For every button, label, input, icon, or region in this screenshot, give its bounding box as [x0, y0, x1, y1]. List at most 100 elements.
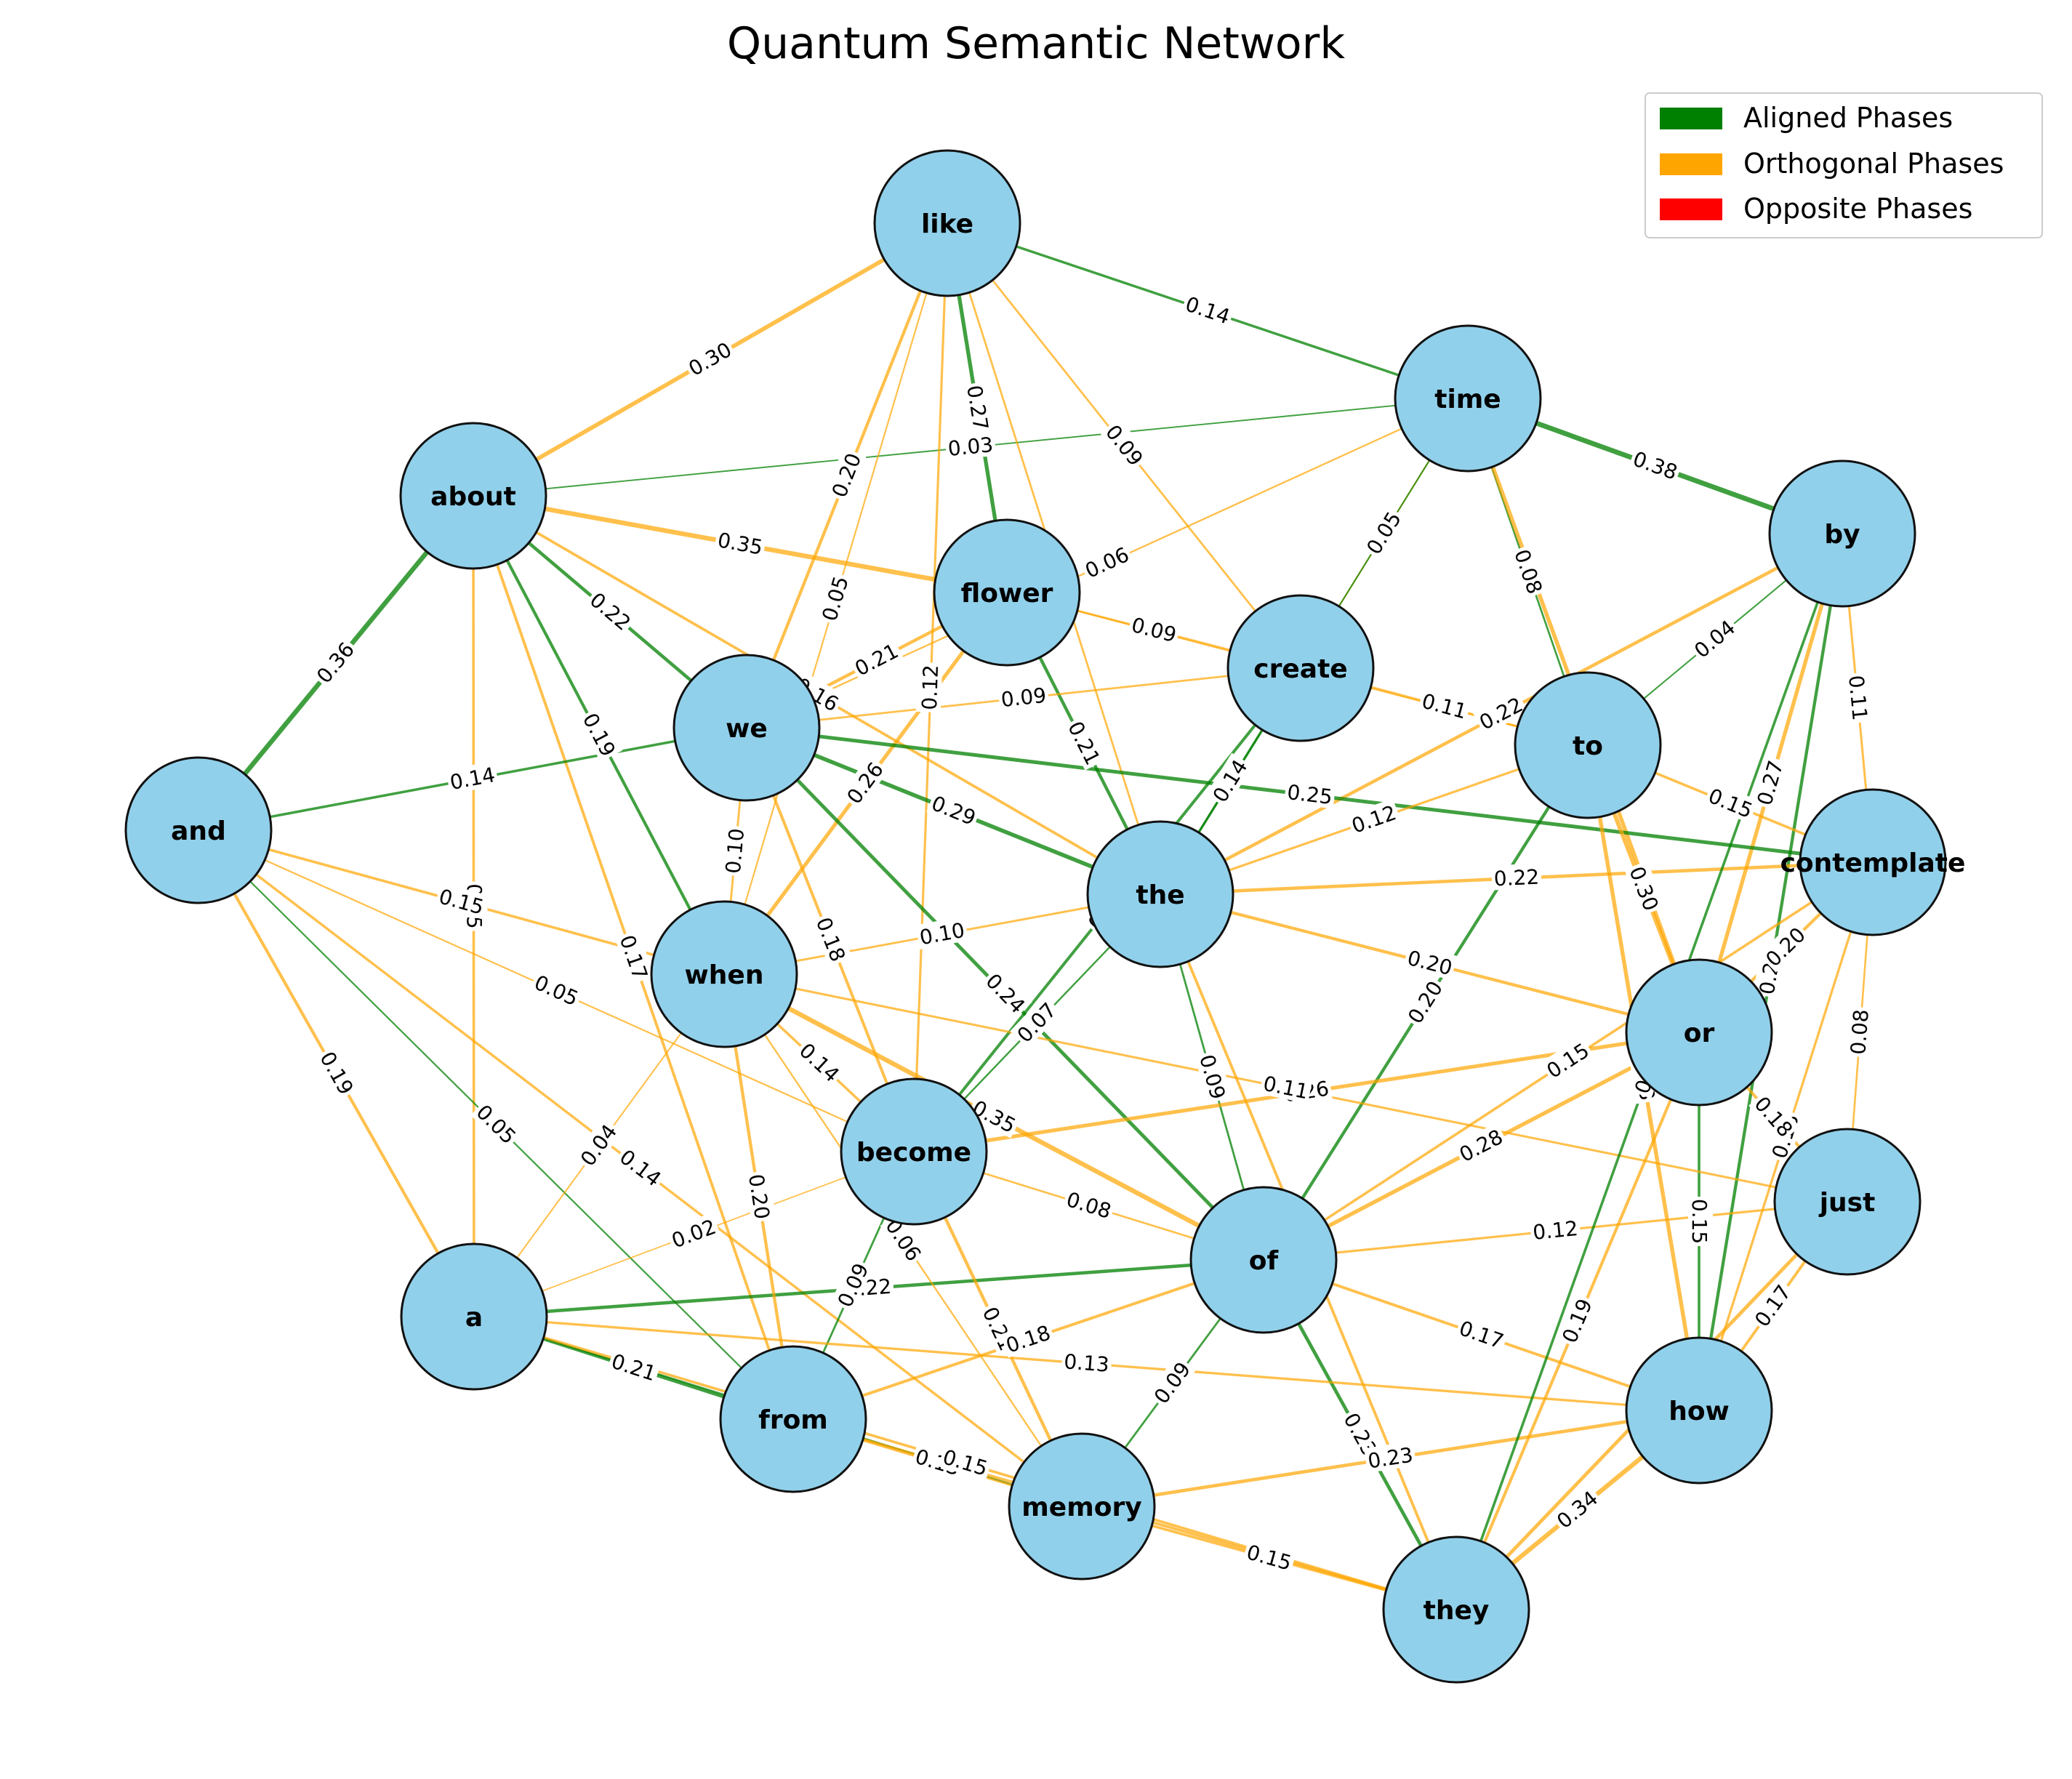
node-label: contemplate	[1780, 848, 1966, 878]
edge-label-of-how: 0.17	[1454, 1314, 1509, 1354]
legend-swatch-opposite	[1660, 198, 1722, 220]
edge-weight-label: 0.22	[1493, 865, 1540, 891]
edge-label-background	[815, 571, 854, 626]
edge-label-and-we: 0.14	[446, 760, 499, 795]
node-label: of	[1249, 1246, 1279, 1276]
edge-label-background	[962, 381, 995, 434]
edge-label-background	[314, 1045, 361, 1101]
edge-label-like-become: 0.12	[915, 662, 943, 713]
edge-label-create-we: 0.09	[997, 681, 1050, 712]
node-label: become	[856, 1138, 971, 1168]
node-circle	[1226, 594, 1375, 742]
edge-label-background	[573, 1117, 623, 1172]
edge-weight-label: 0.11	[1419, 689, 1469, 724]
node-circle	[719, 1345, 867, 1493]
edge-label-background	[606, 1347, 662, 1386]
edge-label-background	[1100, 417, 1151, 472]
node-they: they	[1382, 1535, 1530, 1684]
edge-label-like-flower: 0.27	[962, 381, 995, 434]
node-circle	[1768, 459, 1916, 608]
edge-label-or-how: 0.15	[1687, 1197, 1713, 1246]
node-label: to	[1573, 731, 1603, 761]
edge-weight-label: 0.09	[1129, 613, 1179, 647]
edge-label-background	[1259, 1069, 1313, 1104]
node-label: they	[1424, 1596, 1490, 1626]
edge-label-background	[719, 824, 749, 877]
node-how: how	[1625, 1336, 1773, 1485]
node-and: and	[124, 756, 273, 904]
edge-weight-label: 0.02	[668, 1215, 719, 1253]
edge-weight-label: 0.08	[1846, 1008, 1874, 1056]
edge-label-background	[682, 335, 737, 382]
edge-label-background	[1079, 540, 1135, 584]
edge-weight-label: 0.35	[715, 528, 764, 560]
node-circle	[1189, 1186, 1338, 1334]
node-flower: flower	[933, 518, 1081, 667]
edge-label-background	[915, 662, 943, 713]
edge-weight-label: 0.11	[1844, 674, 1872, 721]
edge-label-background	[880, 1212, 928, 1267]
node-label: memory	[1021, 1493, 1141, 1522]
node-circle	[1625, 958, 1773, 1107]
legend-label-orthogonal: Orthogonal Phases	[1743, 148, 2004, 180]
edge-label-background	[614, 929, 655, 985]
edge-label-how-a: 0.13	[1061, 1347, 1112, 1377]
node-circle	[840, 1077, 988, 1226]
node-circle	[1008, 1432, 1156, 1581]
node-like: like	[873, 149, 1021, 297]
edge-label-background	[1242, 1538, 1297, 1575]
edge-label-just-contemplate: 0.08	[1844, 1006, 1874, 1058]
edge-label-create-to: 0.11	[1417, 686, 1472, 724]
edge-label-background	[1010, 995, 1062, 1048]
node-label: from	[758, 1405, 828, 1435]
edge-label-just-of: 0.12	[1529, 1214, 1581, 1245]
node-the: the	[1086, 820, 1234, 968]
edge-weight-label: 0.03	[947, 433, 994, 461]
edge-label-background	[938, 1442, 993, 1481]
edge-label-background	[1454, 1314, 1509, 1354]
node-to: to	[1514, 671, 1662, 819]
edge-label-contemplate-of: 0.15	[1540, 1036, 1595, 1084]
edge-weight-label: 0.14	[1182, 292, 1233, 329]
node-label: when	[685, 960, 764, 990]
edge-label-background	[1000, 1318, 1056, 1358]
node-label: or	[1684, 1019, 1715, 1048]
node-circle	[400, 1242, 548, 1391]
edge-label-time-by: 0.38	[1628, 444, 1683, 485]
edge-label-to-the: 0.12	[1346, 798, 1402, 838]
node-label: by	[1824, 520, 1860, 550]
edge-label-background	[1549, 1483, 1604, 1535]
edge-label-background	[529, 968, 585, 1011]
edge-label-background	[713, 526, 767, 560]
node-circle	[672, 654, 821, 802]
edge-label-like-time: 0.14	[1180, 289, 1236, 329]
edge-label-time-to: 0.08	[1509, 544, 1549, 599]
node-from: from	[719, 1345, 867, 1493]
node-contemplate: contemplate	[1780, 788, 1966, 936]
node-or: or	[1625, 958, 1773, 1107]
edge-label-when-from: 0.20	[744, 1170, 776, 1223]
edge-label-background	[910, 1442, 965, 1481]
node-when: when	[650, 900, 798, 1048]
edge-label-background	[1688, 1197, 1713, 1246]
legend: Aligned Phases Orthogonal Phases Opposit…	[1645, 92, 2043, 238]
edge-label-background	[824, 447, 867, 503]
node-circle	[1625, 1336, 1773, 1485]
edge-label-background	[980, 966, 1032, 1019]
edge-label-background	[1491, 863, 1542, 891]
node-of: of	[1189, 1186, 1338, 1334]
node-circle	[933, 518, 1081, 667]
node-circle	[1086, 820, 1234, 968]
edge-label-about-time: 0.03	[944, 430, 997, 461]
edge-label-background	[309, 635, 361, 689]
node-label: like	[921, 209, 973, 239]
figure-title: Quantum Semantic Network	[727, 18, 1345, 69]
edge-label-time-we: 0.06	[1079, 540, 1135, 584]
node-about: about	[399, 422, 547, 570]
edge-label-background	[577, 707, 623, 763]
edge-label-background	[470, 1097, 523, 1150]
edge-label-background	[1127, 611, 1181, 647]
edge-weight-label: 0.15	[1687, 1199, 1711, 1244]
edge-label-the-or: 0.20	[1402, 944, 1458, 980]
edge-label-background	[1453, 1122, 1509, 1168]
